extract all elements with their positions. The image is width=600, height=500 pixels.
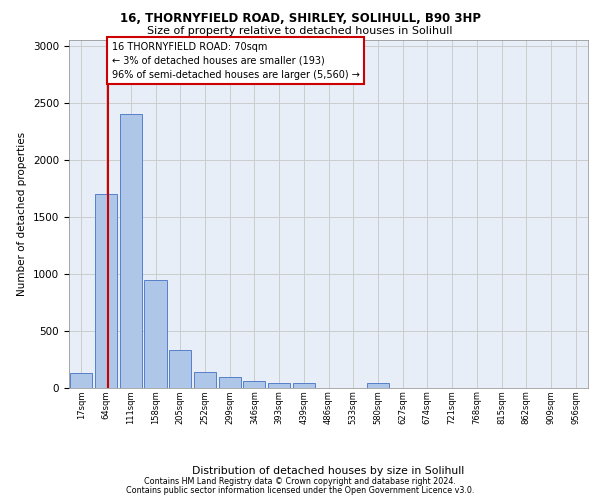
Text: 16 THORNYFIELD ROAD: 70sqm
← 3% of detached houses are smaller (193)
96% of semi: 16 THORNYFIELD ROAD: 70sqm ← 3% of detac… [112,42,359,80]
Bar [243,380,265,388]
Text: 16, THORNYFIELD ROAD, SHIRLEY, SOLIHULL, B90 3HP: 16, THORNYFIELD ROAD, SHIRLEY, SOLIHULL,… [119,12,481,26]
Bar [70,372,92,388]
X-axis label: Distribution of detached houses by size in Solihull: Distribution of detached houses by size … [193,466,464,476]
Bar [95,194,117,388]
Y-axis label: Number of detached properties: Number of detached properties [17,132,28,296]
Bar [169,350,191,388]
Text: Contains HM Land Registry data © Crown copyright and database right 2024.: Contains HM Land Registry data © Crown c… [144,477,456,486]
Text: Contains public sector information licensed under the Open Government Licence v3: Contains public sector information licen… [126,486,474,495]
Bar [218,377,241,388]
Bar [268,383,290,388]
Text: Size of property relative to detached houses in Solihull: Size of property relative to detached ho… [147,26,453,36]
Bar [194,372,216,388]
Bar [293,383,315,388]
Bar [367,383,389,388]
Bar [119,114,142,388]
Bar [145,280,167,388]
